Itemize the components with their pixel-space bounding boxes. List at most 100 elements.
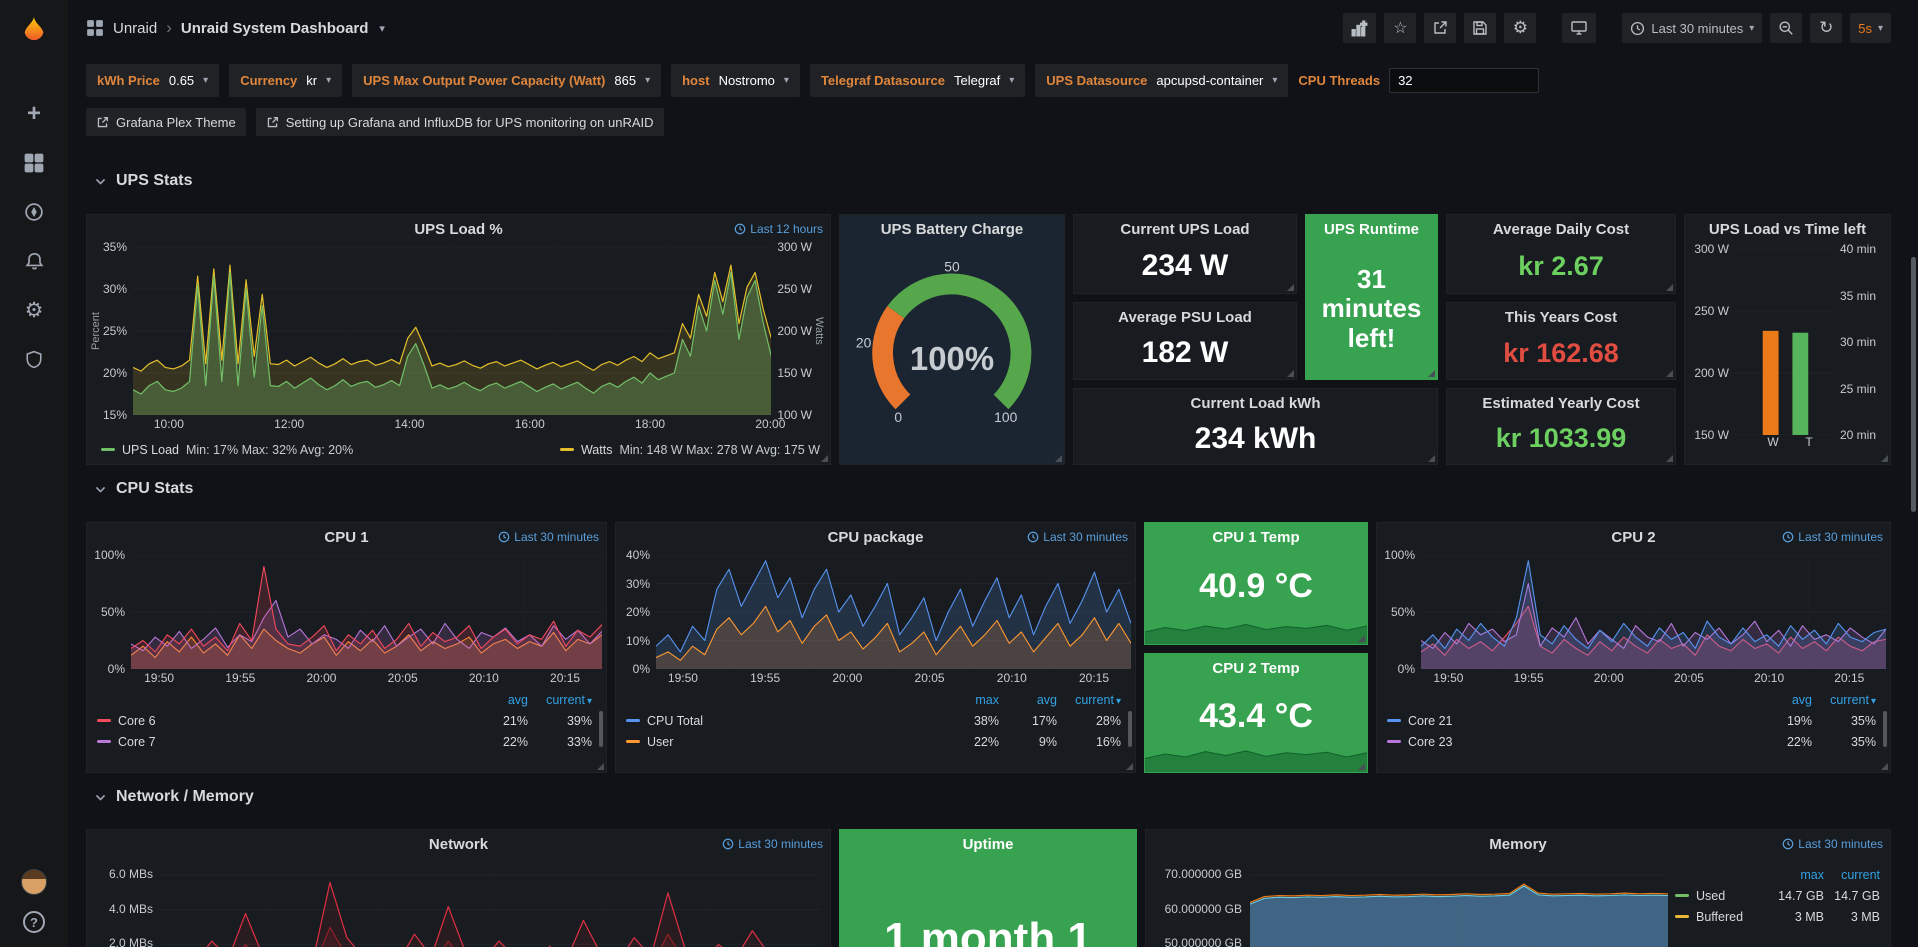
ups-bars-chart[interactable]	[1735, 249, 1834, 435]
time-range-picker[interactable]: Last 30 minutes ▾	[1622, 13, 1762, 43]
panel-resize-handle[interactable]	[1055, 455, 1062, 462]
panel-title[interactable]: CPU 2	[1611, 529, 1655, 546]
legend-sort-avg[interactable]: avg	[999, 693, 1057, 707]
zoom-out-button[interactable]	[1770, 13, 1802, 43]
y-ticks: 100%50%0%	[89, 555, 131, 669]
panel-title[interactable]: Average Daily Cost	[1493, 221, 1629, 238]
legend-item[interactable]: CPU Total 38%17%28%	[626, 710, 1121, 731]
cpu2-chart[interactable]	[1421, 555, 1886, 669]
cpu-threads-input[interactable]	[1389, 68, 1539, 93]
legend-item[interactable]: Core 6 21%39%	[97, 710, 592, 731]
legend-scrollbar[interactable]	[1883, 711, 1887, 747]
section-cpu-stats[interactable]: CPU Stats	[94, 480, 193, 498]
panel-title[interactable]: CPU package	[828, 529, 924, 546]
dashboard-dropdown-caret-icon[interactable]: ▾	[379, 22, 385, 35]
breadcrumb-dashboard[interactable]: Unraid System Dashboard	[181, 20, 369, 37]
panel-resize-handle[interactable]	[597, 763, 604, 770]
panel-title[interactable]: Estimated Yearly Cost	[1482, 395, 1639, 412]
legend-sort-current[interactable]: current	[1824, 868, 1880, 882]
network-chart[interactable]	[161, 867, 820, 947]
section-network-memory[interactable]: Network / Memory	[94, 788, 254, 806]
legend-scrollbar[interactable]	[599, 711, 603, 747]
panel-title[interactable]: Memory	[1489, 836, 1547, 853]
panel-current-load-kwh: Current Load kWh 234 kWh	[1073, 388, 1438, 465]
panel-resize-handle[interactable]	[1358, 763, 1365, 770]
panel-title[interactable]: Uptime	[963, 836, 1014, 853]
breadcrumb-folder[interactable]: Unraid	[113, 20, 157, 37]
refresh-interval-picker[interactable]: 5s▾	[1850, 13, 1891, 43]
save-button[interactable]	[1464, 13, 1496, 43]
user-avatar[interactable]	[21, 869, 47, 895]
legend-sort-max[interactable]: max	[941, 693, 999, 707]
grafana-logo-icon[interactable]	[12, 10, 56, 54]
memory-chart[interactable]	[1250, 867, 1668, 947]
legend-sort-current[interactable]: current▾	[1057, 693, 1121, 707]
legend-sort-avg[interactable]: avg	[470, 693, 528, 707]
page-scrollbar-thumb[interactable]	[1911, 257, 1916, 512]
link-ups-monitoring-guide[interactable]: Setting up Grafana and InfluxDB for UPS …	[256, 108, 664, 136]
panel-resize-handle[interactable]	[1126, 763, 1133, 770]
legend-sort-current[interactable]: current▾	[528, 693, 592, 707]
panel-title[interactable]: CPU 1	[324, 529, 368, 546]
panel-resize-handle[interactable]	[1666, 455, 1673, 462]
panel-title[interactable]: Average PSU Load	[1118, 309, 1252, 326]
dashboards-icon[interactable]	[14, 147, 54, 179]
panel-resize-handle[interactable]	[1666, 370, 1673, 377]
configuration-gear-icon[interactable]: ⚙	[14, 294, 54, 326]
legend-item[interactable]: Core 7 22%33%	[97, 731, 592, 752]
add-panel-button[interactable]	[1343, 13, 1376, 43]
variable-currency[interactable]: Currency kr ▾	[229, 64, 342, 97]
server-admin-shield-icon[interactable]	[14, 343, 54, 375]
legend-scrollbar[interactable]	[1128, 711, 1132, 747]
panel-title[interactable]: UPS Load vs Time left	[1709, 221, 1866, 238]
alerting-bell-icon[interactable]	[14, 245, 54, 277]
panel-resize-handle[interactable]	[1428, 455, 1435, 462]
create-icon[interactable]: +	[14, 98, 54, 130]
refresh-button[interactable]: ↻	[1810, 13, 1842, 43]
explore-icon[interactable]	[14, 196, 54, 228]
panel-resize-handle[interactable]	[1666, 284, 1673, 291]
series-color-swatch	[1387, 740, 1401, 743]
legend-item[interactable]: UPS Load Min: 17% Max: 32% Avg: 20%	[101, 443, 353, 457]
panel-resize-handle[interactable]	[821, 455, 828, 462]
variable-ups-max-output[interactable]: UPS Max Output Power Capacity (Watt) 865…	[352, 64, 661, 97]
help-icon[interactable]: ?	[23, 911, 45, 933]
panel-title[interactable]: UPS Battery Charge	[881, 221, 1024, 238]
section-ups-stats[interactable]: UPS Stats	[94, 172, 192, 190]
panel-resize-handle[interactable]	[1881, 455, 1888, 462]
variable-host[interactable]: host Nostromo ▾	[671, 64, 800, 97]
legend-item[interactable]: User 22%9%16%	[626, 731, 1121, 752]
variable-telegraf-datasource[interactable]: Telegraf Datasource Telegraf ▾	[810, 64, 1025, 97]
kiosk-mode-button[interactable]	[1562, 13, 1596, 43]
legend-item[interactable]: Core 23 22%35%	[1387, 731, 1876, 752]
share-button[interactable]	[1424, 13, 1456, 43]
panel-title[interactable]: CPU 1 Temp	[1212, 529, 1299, 546]
cpu1-chart[interactable]	[131, 555, 602, 669]
panel-resize-handle[interactable]	[1428, 370, 1435, 377]
panel-title[interactable]: Current UPS Load	[1120, 221, 1249, 238]
legend-item[interactable]: Core 21 19%35%	[1387, 710, 1876, 731]
ups-load-chart[interactable]	[133, 247, 771, 415]
panel-title[interactable]: Current Load kWh	[1191, 395, 1321, 412]
legend-item[interactable]: Buffered 3 MB3 MB	[1675, 906, 1880, 927]
panel-resize-handle[interactable]	[1358, 635, 1365, 642]
legend-item[interactable]: Used 14.7 GB14.7 GB	[1675, 885, 1880, 906]
panel-title[interactable]: UPS Runtime	[1324, 221, 1419, 238]
dashboard-settings-button[interactable]: ⚙	[1504, 13, 1536, 43]
panel-resize-handle[interactable]	[1287, 284, 1294, 291]
panel-title[interactable]: UPS Load %	[414, 221, 502, 238]
cpu-package-chart[interactable]	[656, 555, 1131, 669]
legend-sort-max[interactable]: max	[1772, 868, 1824, 882]
variable-kwh-price[interactable]: kWh Price 0.65 ▾	[86, 64, 219, 97]
variable-ups-datasource[interactable]: UPS Datasource apcupsd-container ▾	[1035, 64, 1288, 97]
link-grafana-plex-theme[interactable]: Grafana Plex Theme	[86, 108, 246, 136]
panel-title[interactable]: This Years Cost	[1505, 309, 1617, 326]
panel-resize-handle[interactable]	[1881, 763, 1888, 770]
panel-title[interactable]: CPU 2 Temp	[1212, 660, 1299, 677]
panel-title[interactable]: Network	[429, 836, 488, 853]
legend-sort-avg[interactable]: avg	[1754, 693, 1812, 707]
legend-sort-current[interactable]: current▾	[1812, 693, 1876, 707]
panel-resize-handle[interactable]	[1287, 370, 1294, 377]
star-button[interactable]: ☆	[1384, 13, 1416, 43]
legend-item[interactable]: Watts Min: 148 W Max: 278 W Avg: 175 W	[560, 443, 820, 457]
